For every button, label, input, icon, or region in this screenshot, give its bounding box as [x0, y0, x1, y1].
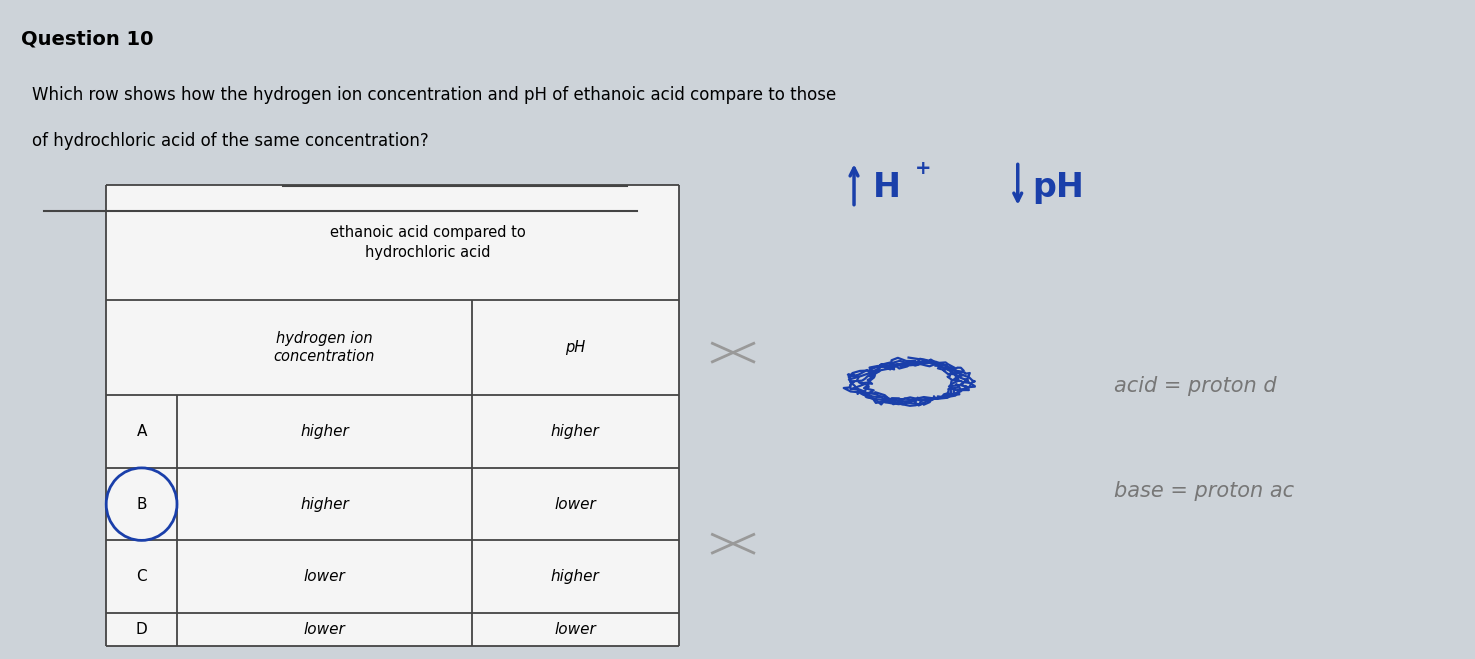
Text: higher: higher [550, 424, 600, 439]
Text: lower: lower [304, 622, 345, 637]
Text: higher: higher [299, 497, 350, 511]
Text: Question 10: Question 10 [21, 30, 153, 49]
Text: A: A [136, 424, 148, 439]
Text: B: B [136, 497, 148, 511]
Bar [106, 185, 678, 646]
Text: base = proton ac: base = proton ac [1114, 481, 1294, 501]
Text: acid = proton d: acid = proton d [1114, 376, 1276, 395]
Text: higher: higher [299, 424, 350, 439]
Text: pH: pH [565, 340, 586, 355]
Text: ethanoic acid compared to
hydrochloric acid: ethanoic acid compared to hydrochloric a… [330, 225, 525, 260]
Text: D: D [136, 622, 148, 637]
Text: hydrogen ion
concentration: hydrogen ion concentration [274, 331, 375, 364]
Text: H: H [873, 171, 901, 204]
Text: pH: pH [1032, 171, 1084, 204]
Text: lower: lower [555, 622, 596, 637]
Text: lower: lower [304, 569, 345, 584]
Text: of hydrochloric acid of the same concentration?: of hydrochloric acid of the same concent… [32, 132, 429, 150]
Text: lower: lower [555, 497, 596, 511]
Text: Which row shows how the hydrogen ion concentration and pH of ethanoic acid compa: Which row shows how the hydrogen ion con… [32, 86, 836, 103]
Text: C: C [136, 569, 148, 584]
Text: higher: higher [550, 569, 600, 584]
Text: +: + [914, 159, 931, 178]
